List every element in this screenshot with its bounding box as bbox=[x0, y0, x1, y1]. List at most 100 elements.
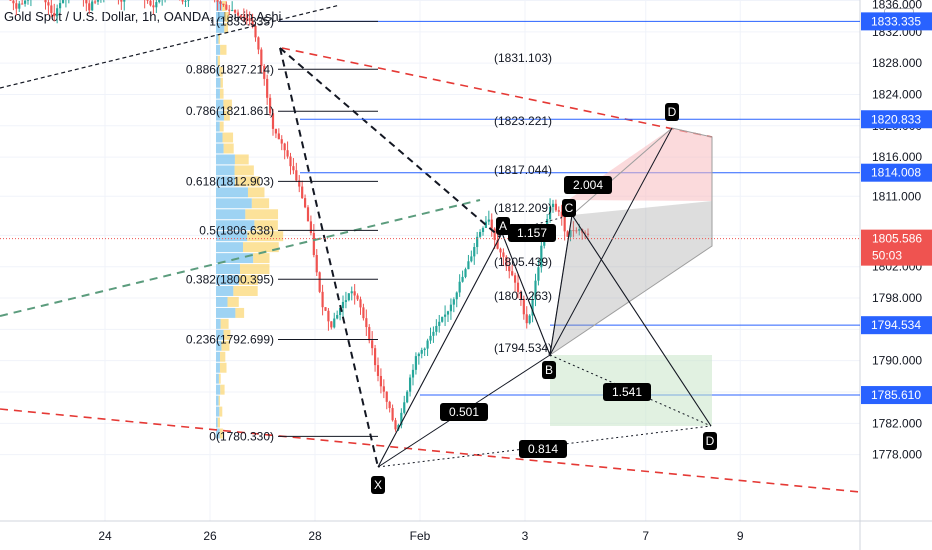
candle-body bbox=[263, 65, 266, 79]
candle-body bbox=[400, 412, 403, 426]
projection-label: (1823.221) bbox=[494, 114, 552, 128]
candle-body bbox=[426, 340, 429, 349]
volume-profile-bar bbox=[216, 110, 224, 121]
volume-profile-bar bbox=[216, 296, 228, 307]
candle-body bbox=[280, 139, 283, 144]
candle-body bbox=[120, 0, 123, 2]
volume-profile-bar bbox=[234, 154, 249, 165]
candle-body bbox=[569, 230, 572, 237]
volume-profile-bar bbox=[234, 176, 260, 187]
x-tick-label: 26 bbox=[203, 529, 217, 543]
volume-profile-bar bbox=[217, 55, 220, 66]
candle-body bbox=[149, 0, 152, 6]
fib-level-label: 0.886(1827.214) bbox=[186, 62, 274, 76]
x-tick-label: Feb bbox=[410, 529, 431, 543]
price-level-tag bbox=[861, 316, 932, 335]
candle-body bbox=[406, 391, 409, 403]
candle-body bbox=[93, 1, 97, 3]
price-level-tag bbox=[861, 163, 932, 182]
candle-body bbox=[333, 318, 336, 328]
y-tick-label: 1824.000 bbox=[872, 87, 922, 101]
candle-body bbox=[327, 310, 330, 322]
trend-line bbox=[281, 47, 713, 138]
candle-body bbox=[309, 221, 313, 233]
candle-body bbox=[26, 0, 30, 1]
volume-profile-bar bbox=[216, 132, 223, 143]
candle-body bbox=[388, 401, 391, 409]
candle-body bbox=[452, 299, 455, 305]
candle-body bbox=[499, 248, 502, 253]
candle-body bbox=[391, 408, 394, 421]
candle-body bbox=[274, 128, 278, 134]
candle-body bbox=[449, 304, 453, 312]
candle-body bbox=[312, 232, 315, 256]
candle-body bbox=[385, 391, 388, 402]
volume-profile-bar bbox=[233, 286, 258, 296]
volume-profile-bar bbox=[216, 143, 224, 154]
candle-body bbox=[53, 12, 56, 17]
candle-body bbox=[403, 402, 406, 413]
volume-profile-bar bbox=[216, 187, 248, 198]
candle-body bbox=[397, 425, 400, 430]
candle-body bbox=[23, 0, 27, 4]
price-level-tag-label: 1820.833 bbox=[871, 112, 921, 126]
pattern-fill bbox=[550, 201, 712, 355]
candle-body bbox=[464, 269, 467, 277]
price-axis: 1832.0001828.0001824.0001820.0001816.000… bbox=[861, 0, 932, 462]
price-level-tag bbox=[861, 386, 932, 405]
candle-body bbox=[341, 301, 345, 309]
candle-body bbox=[575, 230, 578, 232]
volume-profile-bar bbox=[224, 22, 229, 33]
candle-body bbox=[484, 221, 488, 229]
price-level-tag-label: 1833.335 bbox=[871, 14, 921, 28]
candle-body bbox=[301, 186, 304, 199]
labels-overlay: 1(1833.335) 0.886(1827.214) 0.786(1821.861… bbox=[186, 14, 717, 494]
volume-profile-bar bbox=[216, 307, 236, 318]
candle-body bbox=[522, 298, 525, 315]
y-tick-label: 1811.000 bbox=[872, 189, 921, 203]
pattern-point-label: D bbox=[668, 105, 677, 119]
candle-body bbox=[306, 207, 310, 222]
candle-body bbox=[61, 0, 65, 4]
candle-body bbox=[225, 4, 228, 10]
candle-body bbox=[216, 0, 219, 2]
candle-body bbox=[379, 375, 383, 387]
candle-body bbox=[557, 210, 560, 212]
candle-body bbox=[266, 78, 269, 98]
volume-profile-bar bbox=[216, 66, 220, 77]
price-level-tag-label: 1794.534 bbox=[871, 318, 921, 332]
candle-body bbox=[493, 228, 496, 240]
candle-body bbox=[496, 239, 499, 249]
volume-profile-bar bbox=[216, 154, 235, 165]
y-tick-label: 1816.000 bbox=[872, 150, 922, 164]
candle-body bbox=[586, 233, 590, 236]
x-tick-label: 24 bbox=[98, 529, 112, 543]
candle-body bbox=[222, 3, 225, 5]
candle-body bbox=[420, 350, 423, 354]
y-tick-label: 1790.000 bbox=[872, 354, 922, 368]
candle-body bbox=[15, 3, 18, 9]
trend-line bbox=[0, 4, 341, 89]
candle-body bbox=[228, 9, 231, 11]
candle-body bbox=[382, 386, 385, 392]
candle-body bbox=[566, 231, 569, 237]
candle-body bbox=[394, 420, 397, 430]
volume-profile-bar bbox=[234, 165, 254, 176]
candle-body bbox=[365, 318, 368, 328]
fib-level-label: 0.618(1812.903) bbox=[186, 174, 274, 188]
candle-body bbox=[88, 3, 91, 11]
volume-profile-bar bbox=[216, 395, 219, 406]
y-tick-label: 1782.000 bbox=[872, 416, 922, 430]
pattern-point-label: X bbox=[374, 478, 382, 492]
candle-body bbox=[481, 228, 485, 232]
candle-body bbox=[432, 331, 435, 336]
volume-profile-bar bbox=[223, 99, 232, 110]
projection-label: (1812.209) bbox=[494, 201, 552, 215]
volume-profile-bar bbox=[219, 362, 227, 373]
ratio-label: 2.004 bbox=[573, 178, 603, 192]
candle-body bbox=[525, 314, 528, 324]
x-tick-label: 7 bbox=[642, 529, 649, 543]
candle-body bbox=[233, 10, 237, 13]
